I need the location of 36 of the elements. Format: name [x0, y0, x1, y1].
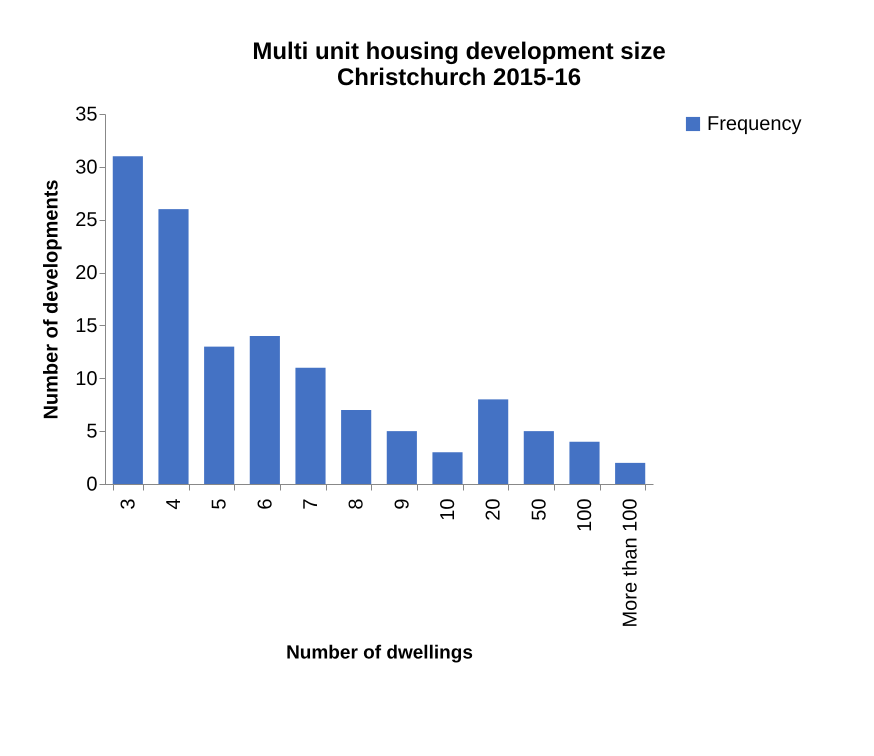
bar	[112, 156, 143, 484]
x-tick-label: 100	[574, 498, 596, 532]
x-tick-label: 8	[346, 498, 368, 510]
x-tick-label: 9	[391, 498, 414, 510]
y-tick-label: 30	[75, 156, 98, 178]
y-tick-label: 0	[86, 474, 98, 496]
y-tick-label: 35	[75, 104, 98, 126]
y-axis-title: Number of developments	[40, 179, 62, 420]
y-tick-label: 25	[75, 209, 98, 232]
chart-title: Multi unit housing development size Christchurch 2015-16	[252, 38, 666, 91]
x-tick-label: 6	[254, 498, 276, 510]
x-tick-label: 7	[300, 498, 322, 510]
bar	[158, 209, 189, 484]
x-tick-label: 20	[482, 498, 505, 521]
x-tick-label: More than 100	[620, 498, 642, 628]
bar	[432, 452, 463, 484]
x-tick-label: 50	[528, 498, 550, 521]
x-tick-label: 3	[117, 498, 140, 510]
x-axis-title: Number of dwellings	[286, 642, 473, 664]
y-tick-label: 15	[75, 314, 98, 337]
bar	[341, 410, 372, 484]
bar	[386, 431, 417, 484]
bar	[524, 431, 554, 484]
y-tick-label: 5	[86, 420, 98, 443]
bar	[250, 336, 280, 484]
x-tick-label: 10	[437, 498, 459, 521]
bar	[295, 368, 326, 484]
bar	[478, 399, 508, 484]
y-tick-label: 10	[75, 368, 98, 390]
legend-label: Frequency	[707, 113, 802, 135]
bar	[569, 442, 600, 484]
y-tick-label: 20	[75, 262, 98, 284]
x-tick-label: 5	[208, 498, 231, 510]
bar	[204, 346, 234, 484]
x-tick-label: 4	[163, 498, 185, 510]
bar	[615, 462, 646, 484]
